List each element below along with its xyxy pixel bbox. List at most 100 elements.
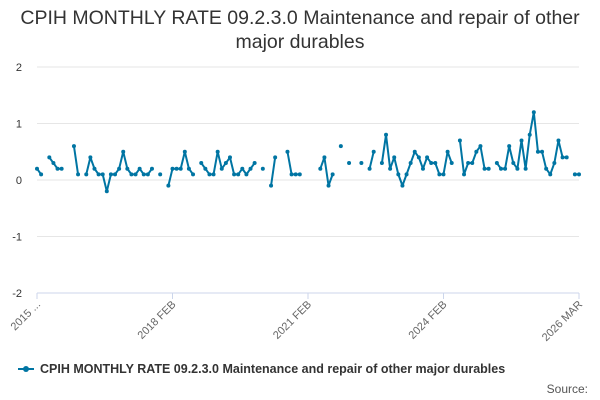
data-point[interactable] [523, 166, 528, 171]
data-point[interactable] [507, 144, 512, 149]
data-point[interactable] [219, 166, 224, 171]
data-point[interactable] [51, 161, 56, 166]
data-point[interactable] [47, 155, 52, 160]
data-point[interactable] [552, 161, 557, 166]
data-point[interactable] [359, 161, 364, 166]
data-point[interactable] [121, 149, 126, 154]
data-point[interactable] [556, 138, 561, 143]
data-point[interactable] [540, 149, 545, 154]
legend[interactable]: CPIH MONTHLY RATE 09.2.3.0 Maintenance a… [18, 362, 505, 376]
data-point[interactable] [108, 172, 113, 177]
data-point[interactable] [408, 161, 413, 166]
data-point[interactable] [252, 161, 257, 166]
data-point[interactable] [232, 172, 237, 177]
data-point[interactable] [572, 172, 577, 177]
data-point[interactable] [293, 172, 298, 177]
data-point[interactable] [367, 166, 372, 171]
data-point[interactable] [96, 172, 101, 177]
data-point[interactable] [474, 149, 479, 154]
data-point[interactable] [396, 172, 401, 177]
data-point[interactable] [297, 172, 302, 177]
data-point[interactable] [170, 166, 175, 171]
data-point[interactable] [527, 132, 532, 137]
data-point[interactable] [240, 166, 245, 171]
data-point[interactable] [248, 166, 253, 171]
data-point[interactable] [466, 161, 471, 166]
data-point[interactable] [223, 161, 228, 166]
data-point[interactable] [35, 166, 39, 171]
data-point[interactable] [371, 149, 376, 154]
data-point[interactable] [515, 166, 520, 171]
data-point[interactable] [560, 155, 565, 160]
data-point[interactable] [379, 161, 384, 166]
data-point[interactable] [535, 149, 540, 154]
data-point[interactable] [215, 149, 220, 154]
data-point[interactable] [71, 144, 76, 149]
data-point[interactable] [199, 161, 204, 166]
data-point[interactable] [129, 172, 134, 177]
data-point[interactable] [236, 172, 241, 177]
data-point[interactable] [433, 161, 438, 166]
data-point[interactable] [269, 183, 274, 188]
data-point[interactable] [174, 166, 179, 171]
data-point[interactable] [388, 166, 393, 171]
data-point[interactable] [445, 149, 450, 154]
data-point[interactable] [100, 172, 105, 177]
data-point[interactable] [104, 189, 109, 194]
data-point[interactable] [273, 155, 278, 160]
data-point[interactable] [437, 172, 442, 177]
data-point[interactable] [285, 149, 290, 154]
data-point[interactable] [149, 166, 154, 171]
data-point[interactable] [470, 161, 475, 166]
data-point[interactable] [117, 166, 122, 171]
data-point[interactable] [88, 155, 93, 160]
data-point[interactable] [186, 166, 191, 171]
data-point[interactable] [449, 161, 454, 166]
data-point[interactable] [457, 138, 462, 143]
data-point[interactable] [486, 166, 491, 171]
data-point[interactable] [482, 166, 487, 171]
data-point[interactable] [503, 166, 508, 171]
data-point[interactable] [425, 155, 430, 160]
data-point[interactable] [478, 144, 483, 149]
data-point[interactable] [519, 138, 524, 143]
data-point[interactable] [158, 172, 163, 177]
data-point[interactable] [318, 166, 323, 171]
data-point[interactable] [322, 155, 327, 160]
data-point[interactable] [577, 172, 581, 177]
data-point[interactable] [462, 172, 467, 177]
data-point[interactable] [141, 172, 146, 177]
data-point[interactable] [76, 172, 81, 177]
data-point[interactable] [133, 172, 138, 177]
data-point[interactable] [531, 110, 536, 115]
data-point[interactable] [347, 161, 352, 166]
data-point[interactable] [260, 166, 265, 171]
data-point[interactable] [564, 155, 569, 160]
data-point[interactable] [289, 172, 294, 177]
data-point[interactable] [182, 149, 187, 154]
data-point[interactable] [211, 172, 216, 177]
data-point[interactable] [548, 172, 553, 177]
data-point[interactable] [412, 149, 417, 154]
data-point[interactable] [178, 166, 183, 171]
data-point[interactable] [244, 172, 249, 177]
data-point[interactable] [145, 172, 150, 177]
data-point[interactable] [544, 166, 549, 171]
data-point[interactable] [125, 166, 130, 171]
data-point[interactable] [392, 155, 397, 160]
data-point[interactable] [55, 166, 60, 171]
data-point[interactable] [494, 161, 499, 166]
data-point[interactable] [338, 144, 343, 149]
data-point[interactable] [59, 166, 64, 171]
data-point[interactable] [441, 172, 446, 177]
data-point[interactable] [429, 161, 434, 166]
data-point[interactable] [203, 166, 208, 171]
data-point[interactable] [84, 172, 89, 177]
data-point[interactable] [92, 166, 97, 171]
data-point[interactable] [404, 172, 409, 177]
data-point[interactable] [113, 172, 118, 177]
data-point[interactable] [207, 172, 212, 177]
data-point[interactable] [416, 155, 421, 160]
data-point[interactable] [420, 166, 425, 171]
data-point[interactable] [227, 155, 232, 160]
